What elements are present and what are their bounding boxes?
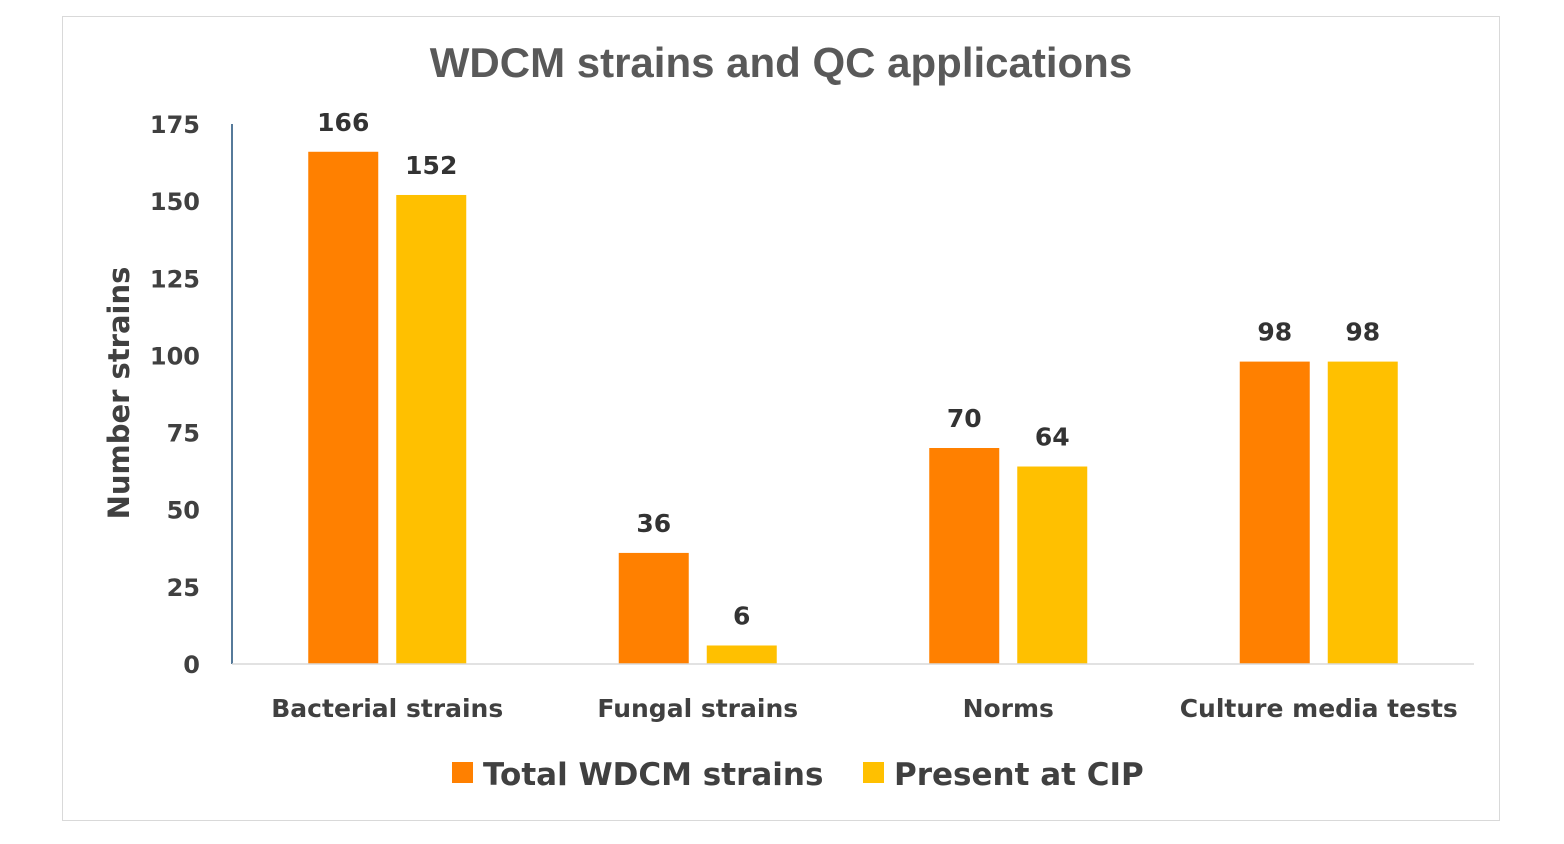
data-label: 36 <box>636 509 671 538</box>
bars-group <box>308 151 1398 664</box>
y-tick-label: 25 <box>167 574 200 602</box>
y-axis-label: Number strains <box>102 267 136 520</box>
y-axis-ticks: 0 25 50 75 100 125 150 175 <box>150 111 200 679</box>
x-tick-label: Norms <box>963 694 1054 723</box>
data-labels-group: 166 152 36 6 70 64 98 98 <box>317 108 1380 631</box>
legend-label: Present at CIP <box>894 757 1144 793</box>
y-tick-label: 125 <box>150 265 200 293</box>
bar <box>618 552 689 664</box>
bar <box>308 151 379 664</box>
x-tick-label: Bacterial strains <box>271 694 503 723</box>
chart-title: WDCM strains and QC applications <box>430 39 1132 86</box>
data-label: 70 <box>947 404 982 433</box>
legend: Total WDCM strains Present at CIP <box>452 757 1144 793</box>
bar <box>706 645 777 664</box>
legend-label: Total WDCM strains <box>483 757 823 793</box>
y-tick-label: 75 <box>167 420 200 448</box>
bar <box>929 448 1000 664</box>
x-tick-label: Culture media tests <box>1180 694 1458 723</box>
y-tick-label: 100 <box>150 342 200 370</box>
y-tick-label: 150 <box>150 188 200 216</box>
y-tick-label: 175 <box>150 111 200 139</box>
bar <box>1017 466 1088 664</box>
bar <box>1239 361 1310 664</box>
bar <box>1327 361 1398 664</box>
data-label: 98 <box>1257 318 1292 347</box>
data-label: 64 <box>1035 423 1070 452</box>
y-tick-label: 0 <box>183 651 200 679</box>
x-tick-label: Fungal strains <box>597 694 798 723</box>
data-label: 166 <box>317 108 369 137</box>
data-label: 98 <box>1345 318 1380 347</box>
bar <box>396 194 467 664</box>
x-axis-labels: Bacterial strains Fungal strains Norms Cult… <box>271 694 1458 723</box>
data-label: 6 <box>733 601 750 630</box>
data-label: 152 <box>405 151 457 180</box>
legend-swatch <box>863 762 884 783</box>
legend-swatch <box>452 762 473 783</box>
y-tick-label: 50 <box>167 497 200 525</box>
